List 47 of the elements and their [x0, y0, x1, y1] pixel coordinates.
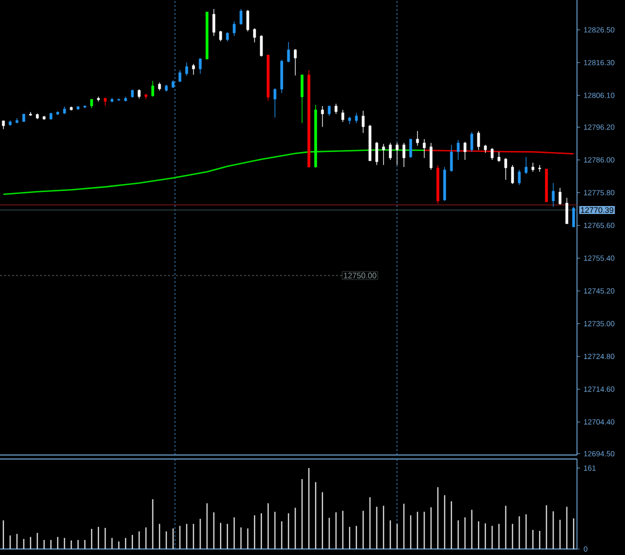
candlestick	[198, 58, 202, 74]
candlestick	[396, 142, 399, 166]
candlestick	[240, 8, 242, 26]
candlestick	[321, 106, 324, 128]
candlestick	[504, 158, 508, 180]
candlestick	[450, 144, 453, 172]
candlestick	[382, 144, 385, 166]
candlestick	[402, 142, 406, 168]
candlestick	[490, 148, 494, 160]
candlestick	[375, 142, 378, 166]
candlestick	[422, 138, 426, 158]
candlestick	[274, 88, 276, 118]
candlestick	[341, 109, 344, 122]
candlestick	[212, 8, 216, 36]
candlestick	[558, 187, 562, 206]
candlestick	[253, 28, 256, 43]
candlestick	[328, 106, 331, 116]
candlestick	[409, 138, 412, 158]
candlestick	[388, 142, 392, 160]
candlestick	[354, 112, 358, 124]
candlestick	[151, 80, 154, 97]
candlestick	[138, 88, 141, 99]
candlestick	[246, 10, 250, 32]
candlestick	[430, 142, 432, 170]
candlestick	[178, 70, 182, 82]
candlestick	[260, 34, 263, 57]
candlestick	[232, 21, 236, 36]
candlestick	[300, 74, 304, 124]
candlestick	[464, 142, 466, 160]
candlestick	[572, 206, 575, 228]
candlestick	[362, 110, 365, 134]
candlestick	[518, 170, 521, 186]
candlestick	[97, 96, 100, 102]
candlestick	[524, 156, 528, 174]
candlestick	[477, 130, 480, 150]
candlestick	[552, 182, 555, 208]
candlestick	[192, 64, 195, 76]
candlestick	[511, 164, 514, 184]
candlestick	[565, 197, 568, 224]
candlestick	[470, 132, 474, 152]
candlestick	[498, 152, 500, 162]
candlestick	[416, 130, 419, 146]
candlestick	[287, 42, 290, 63]
candlestick	[185, 62, 188, 76]
candlestick	[456, 140, 460, 160]
candlestick	[334, 103, 338, 114]
candlestick	[294, 48, 297, 76]
